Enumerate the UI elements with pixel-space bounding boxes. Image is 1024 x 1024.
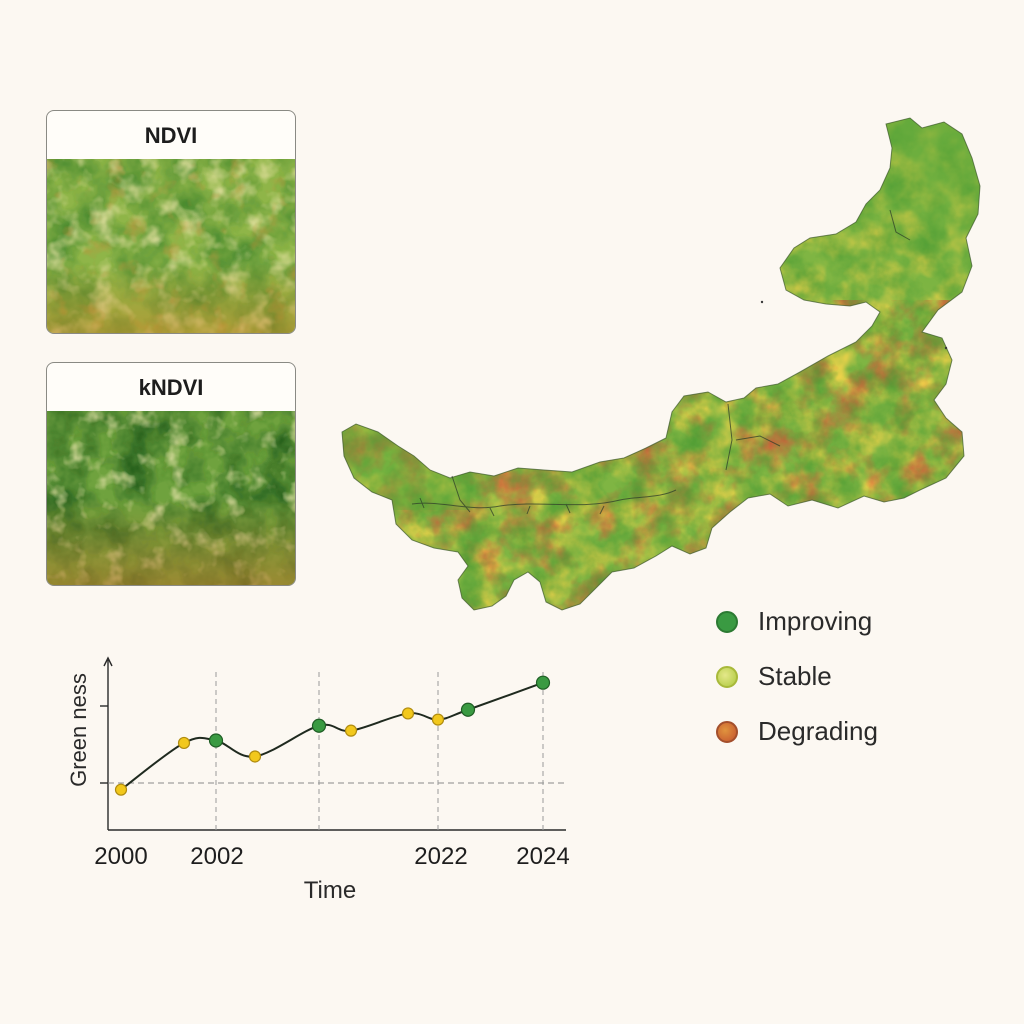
legend-item-degrading: Degrading [716,704,878,759]
x-tick-label: 2002 [190,843,243,870]
y-axis-label: Green ness [66,673,91,787]
data-point-stable [177,736,191,750]
kndvi-panel-title: kNDVI [138,375,204,400]
x-tick-label: 2024 [516,843,569,870]
data-point-stable [401,707,415,720]
legend-item-stable: Stable [716,649,878,704]
improving-dot-icon [716,610,738,633]
data-point-stable [344,724,358,737]
data-point-stable [114,783,128,796]
kndvi-raster [47,411,295,585]
kndvi-panel: kNDVI [46,362,296,586]
legend-label: Degrading [758,716,878,746]
data-point-improving [535,675,551,690]
series-points [114,675,551,796]
data-point-improving [208,733,224,748]
chart-axes [100,656,566,831]
ndvi-panel-title: NDVI [144,123,198,148]
x-axis-label: Time [304,877,356,904]
ndvi-raster [47,159,295,333]
stable-dot-icon [716,665,738,688]
legend-item-improving: Improving [716,594,878,649]
degrading-dot-icon [716,720,738,743]
data-point-improving [460,702,476,717]
legend-label: Stable [758,661,832,691]
map-legend: Improving Stable Degrading [716,594,878,759]
data-point-improving [311,718,327,733]
y-axis-arrow-icon [103,656,113,667]
vertical-gridlines [215,672,544,830]
x-tick-label: 2000 [94,843,147,870]
data-point-stable [431,713,445,726]
legend-label: Improving [758,606,873,636]
x-tick-label: 2022 [414,843,467,870]
series-line [120,681,544,791]
data-point-stable [248,750,262,763]
ndvi-panel: NDVI [46,110,296,334]
